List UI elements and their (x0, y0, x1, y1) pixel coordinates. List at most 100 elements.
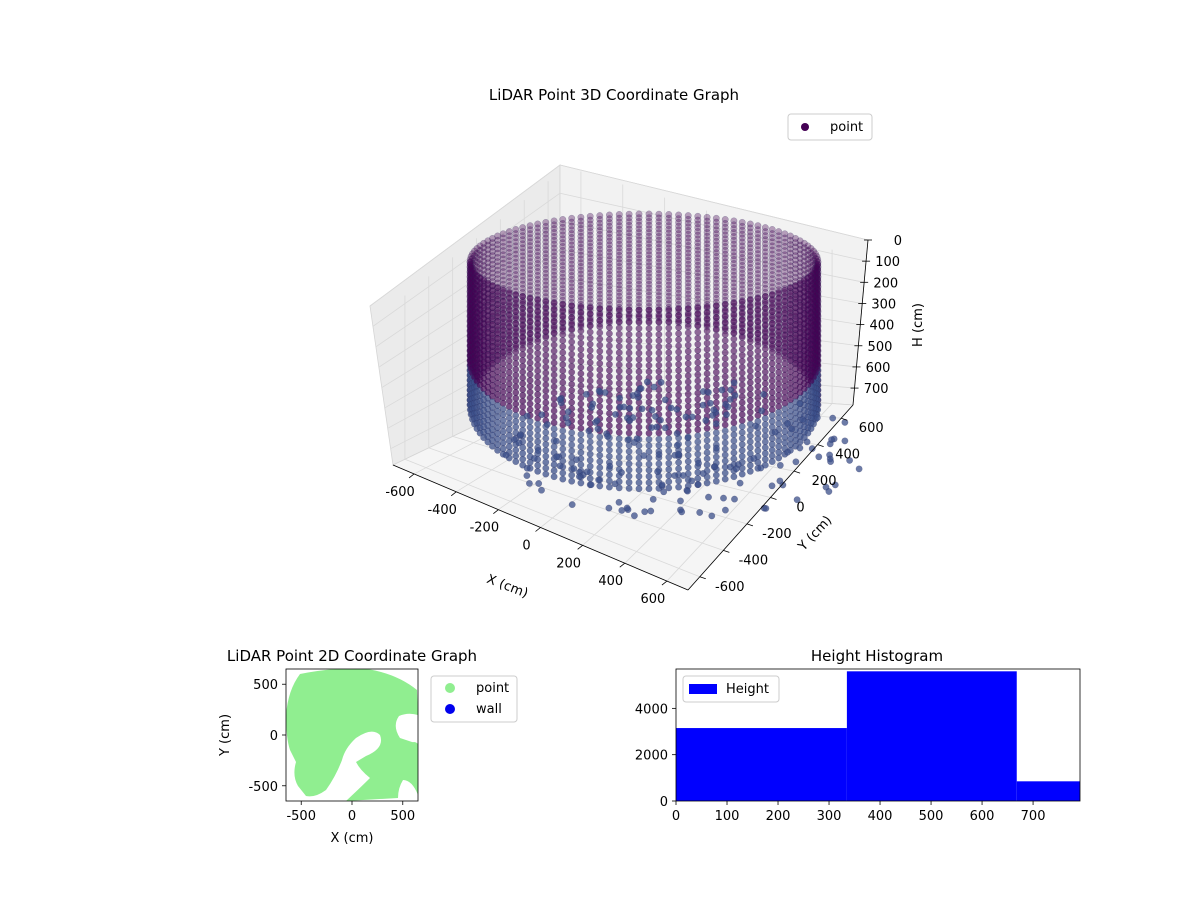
chart-3d-point (775, 386, 783, 393)
chart-3d-point (665, 349, 673, 357)
chart-3d-point (505, 317, 513, 325)
chart-3d-point (721, 445, 729, 453)
chart-3d-point (694, 280, 702, 288)
chart-3d-point (665, 277, 673, 285)
chart-3d-point (615, 453, 623, 461)
chart-3d-point (623, 504, 631, 512)
chart-3d-point (775, 317, 783, 325)
chart-3d-point (550, 335, 558, 343)
chart-3d-point (675, 354, 683, 362)
chart-3d-point (605, 397, 613, 405)
chart-3d-point (776, 461, 784, 469)
chart-3d-point (526, 286, 534, 294)
chart-3d-point (746, 236, 754, 244)
chart-3d-point (542, 230, 550, 238)
chart-3d-point (519, 252, 527, 260)
chart-3d-point (586, 246, 594, 254)
chart-3d-point (505, 334, 513, 342)
chart-3d-point (712, 338, 720, 346)
chart-3d-point (505, 403, 513, 411)
chart-3d-point (559, 355, 567, 363)
chart-3d-point (635, 243, 643, 251)
chart-3d-point (675, 248, 683, 256)
chart-3d-point (615, 211, 623, 218)
chart-3d-point (655, 225, 663, 233)
chart-3d-point (655, 460, 663, 468)
chart-3d-grid-line (559, 192, 867, 262)
chart-3d-point (534, 432, 542, 440)
chart-3d-y-tick (770, 497, 777, 500)
chart-3d-point (550, 236, 558, 244)
chart-3d-point (550, 267, 558, 275)
chart-3d-point (542, 458, 550, 466)
chart-3d-point (625, 269, 633, 277)
chart-3d-point (738, 399, 746, 407)
chart-3d-point (499, 276, 507, 284)
chart-3d-point (738, 222, 746, 230)
chart-3d-point (746, 444, 754, 452)
chart-3d-point (526, 365, 534, 373)
chart-3d-point (519, 339, 527, 347)
chart-3d-point (665, 324, 673, 332)
chart-3d-point (615, 266, 623, 274)
chart-3d-point (538, 486, 545, 494)
chart-3d-point (494, 266, 502, 274)
chart-3d-point (738, 452, 746, 460)
chart-3d-point (586, 288, 594, 295)
chart-3d-point (675, 317, 683, 325)
chart-3d-point (586, 254, 594, 262)
chart-3d-point (526, 447, 534, 455)
chart-3d-point (586, 353, 594, 360)
chart-3d-point (526, 388, 534, 396)
chart-3d-point (568, 252, 576, 260)
chart-3d-point (738, 423, 746, 430)
chart-3d-point (586, 359, 594, 367)
chart-3d-point (738, 393, 746, 401)
chart-3d-point (625, 247, 633, 255)
chart-3d-point (694, 346, 702, 354)
chart-3d-point (559, 242, 567, 250)
chart-3d-point (684, 384, 692, 392)
chart-3d-point (712, 344, 720, 352)
chart-3d-point (568, 237, 576, 245)
chart-3d-point (675, 360, 683, 368)
chart-3d-point (568, 471, 576, 479)
chart-3d-point (675, 237, 683, 245)
chart-3d-point (605, 259, 613, 267)
chart-3d-point (568, 350, 576, 358)
chart-3d-point (538, 411, 546, 419)
chart-3d-point (586, 383, 594, 391)
chart-3d-point (655, 429, 663, 437)
chart-3d-y-tick-label: -600 (715, 580, 745, 595)
chart-3d-point (781, 286, 789, 294)
chart-3d-point (550, 279, 558, 287)
chart-3d-point (625, 312, 633, 320)
chart-3d-point (534, 426, 542, 434)
chart-3d-point (635, 247, 643, 255)
chart-3d-point (712, 268, 720, 276)
chart-3d-point (655, 236, 663, 244)
chart-2d-legend-point-label: point (476, 681, 509, 696)
chart-3d-point (542, 261, 550, 269)
chart-2d-point-cloud (286, 669, 418, 801)
chart-3d-point (768, 302, 776, 310)
chart-3d-y-tick-label: 0 (796, 501, 804, 516)
chart-3d-point (684, 234, 692, 242)
chart-3d-point (605, 483, 613, 491)
chart-3d-point (505, 311, 513, 319)
chart-3d-point (775, 294, 783, 302)
chart-3d-point (499, 255, 507, 263)
chart-3d-point (615, 262, 623, 270)
chart-3d-point (615, 233, 623, 241)
chart-3d-point (738, 345, 746, 353)
chart-3d-point (625, 210, 633, 218)
chart-3d-point (754, 429, 762, 437)
chart-3d-point (568, 272, 576, 279)
chart-3d-point (519, 397, 527, 405)
chart-3d-point (615, 225, 623, 233)
chart-3d-point (645, 299, 653, 307)
chart-3d-point (775, 408, 783, 416)
chart-3d-point (550, 389, 558, 397)
chart-3d-point (519, 351, 527, 359)
